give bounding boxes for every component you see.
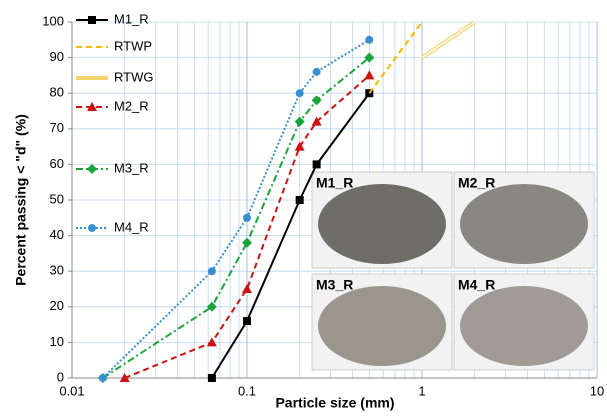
marker: [311, 95, 322, 106]
marker: [207, 374, 216, 382]
marker: [365, 35, 374, 44]
x-tick-label: 10: [590, 383, 604, 398]
photo-label: M1_R: [316, 175, 353, 191]
y-tick-label: 60: [50, 156, 64, 171]
marker: [312, 160, 321, 169]
sample: [460, 184, 588, 264]
series-line-inner: [421, 21, 476, 59]
x-tick-label: 0.01: [59, 383, 84, 398]
marker: [206, 301, 217, 312]
y-tick-label: 40: [50, 227, 64, 242]
marker: [243, 317, 251, 326]
marker: [98, 374, 107, 382]
marker: [119, 373, 130, 382]
y-tick-label: 20: [50, 298, 64, 313]
series-line: [368, 21, 423, 94]
marker: [87, 102, 97, 111]
legend-label: M1_R: [114, 11, 149, 26]
series-line: [102, 38, 370, 379]
y-tick-label: 80: [50, 85, 64, 100]
marker: [294, 141, 305, 151]
y-tick-label: 70: [50, 120, 64, 135]
legend-label: M2_R: [114, 98, 149, 113]
marker: [242, 284, 252, 293]
x-tick-label: 0.1: [238, 383, 256, 398]
marker: [207, 267, 216, 276]
legend-label: RTWP: [114, 38, 152, 53]
marker: [294, 116, 305, 127]
marker: [88, 224, 96, 232]
sample: [318, 286, 446, 366]
marker: [364, 70, 375, 80]
series-line: [102, 56, 370, 379]
y-tick-label: 90: [50, 49, 64, 64]
sample: [318, 184, 446, 264]
legend-label: M4_R: [114, 219, 149, 234]
marker: [295, 196, 304, 204]
marker: [311, 116, 322, 126]
photo-label: M4_R: [458, 277, 495, 293]
x-tick-label: 1: [418, 383, 425, 398]
y-tick-label: 50: [50, 191, 64, 206]
y-tick-label: 100: [42, 13, 64, 28]
marker: [295, 89, 304, 98]
series-line: [124, 74, 370, 379]
marker: [364, 52, 375, 63]
photo-label: M3_R: [316, 277, 353, 293]
marker: [87, 164, 97, 174]
legend-label: M3_R: [114, 160, 149, 175]
marker: [312, 67, 321, 76]
marker: [242, 237, 252, 248]
marker: [88, 16, 96, 24]
x-axis-label: Particle size (mm): [275, 395, 394, 411]
photo-label: M2_R: [458, 175, 495, 191]
y-tick-label: 10: [50, 334, 64, 349]
legend-label: RTWG: [114, 69, 153, 84]
y-tick-label: 0: [57, 369, 64, 384]
y-axis-label: Percent passing < "d" (%): [13, 114, 29, 286]
sample: [460, 286, 588, 366]
marker: [243, 213, 251, 222]
y-tick-label: 30: [50, 263, 64, 278]
marker: [206, 337, 217, 347]
